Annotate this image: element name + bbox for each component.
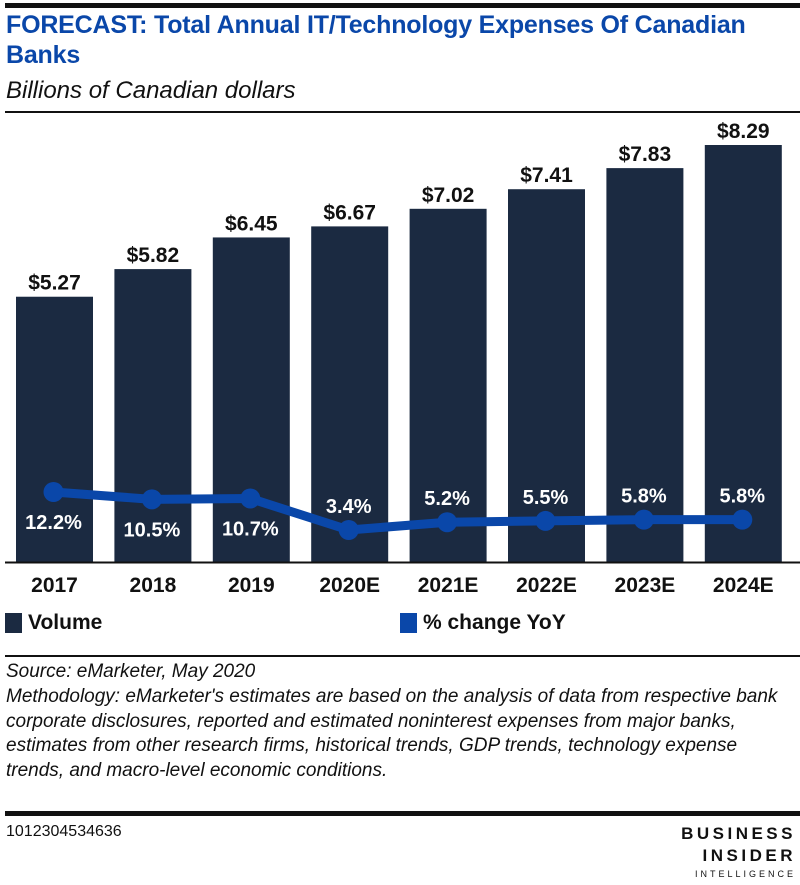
x-tick-label: 2018: [130, 574, 177, 597]
yoy-value-label: 5.2%: [424, 488, 470, 510]
yoy-line-layer: [43, 482, 753, 540]
yoy-value-label: 5.8%: [621, 486, 667, 508]
bar-2023E: [606, 168, 684, 562]
bar-value-label: $6.45: [225, 212, 278, 235]
subtitle-rule: [5, 111, 800, 113]
legend-swatch-yoy: [400, 613, 417, 633]
bar-2017: [16, 296, 93, 562]
yoy-point-2021E: [437, 512, 458, 533]
bar-2021E: [409, 208, 487, 562]
legend-label-volume: Volume: [28, 611, 103, 634]
bar-value-label: $7.83: [619, 143, 672, 166]
bar-value-label: $8.29: [717, 120, 770, 143]
bar-2024E: [704, 145, 782, 562]
bar-labels-layer: $5.27 $5.82 $6.45 $6.67 $7.02 $7.41 $7.83 $8.29: [28, 120, 769, 295]
x-tick-label: 2021E: [418, 574, 479, 597]
chart: $5.27 $5.82 $6.45 $6.67 $7.02 $7.41 $7.83 $8.29…: [5, 120, 800, 597]
footer-bottom-rule: [5, 811, 800, 816]
bar-value-label: $6.67: [323, 201, 376, 224]
yoy-line: [53, 487, 743, 535]
source-note: Source: eMarketer, May 2020: [6, 661, 256, 682]
x-tick-labels-layer: 2017 2018 2019 2020E 2021E 2022E 2023E 2024E: [31, 574, 774, 597]
x-tick-label: 2019: [228, 574, 275, 597]
x-tick-label: 2023E: [615, 574, 676, 597]
chart-title: FORECAST: Total Annual IT/Technology Exp…: [6, 11, 746, 69]
bar-2018: [114, 269, 192, 562]
yoy-point-2020E: [338, 520, 359, 540]
yoy-value-label: 3.4%: [326, 496, 372, 518]
legend-swatch-volume: [5, 613, 22, 633]
bar-value-label: $5.27: [28, 272, 81, 295]
footer-top-rule: [5, 655, 800, 657]
logo-line-1: BUSINESS: [681, 824, 796, 843]
yoy-value-label: 5.8%: [720, 486, 766, 508]
legend-yoy: % change YoY: [400, 611, 566, 635]
yoy-point-2018: [141, 489, 162, 510]
yoy-point-2019: [240, 488, 261, 509]
methodology-note: Methodology: eMarketer's estimates are b…: [6, 686, 778, 781]
logo-line-2: INSIDER: [702, 846, 796, 865]
bar-value-label: $7.41: [520, 164, 573, 187]
bar-2020E: [311, 226, 389, 562]
bar-2019: [212, 237, 290, 562]
x-tick-label: 2020E: [319, 574, 380, 597]
yoy-point-2023E: [633, 509, 654, 530]
x-tick-label: 2022E: [516, 574, 577, 597]
x-tick-label: 2017: [31, 574, 78, 597]
yoy-point-2022E: [535, 510, 556, 531]
bar-value-label: $7.02: [422, 184, 475, 207]
yoy-point-2024E: [732, 509, 753, 530]
yoy-value-label: 12.2%: [25, 512, 82, 534]
chart-id: 1012304534636: [6, 823, 122, 840]
yoy-labels-layer: 12.2% 10.5% 10.7% 3.4% 5.2% 5.5% 5.8% 5.8%: [25, 486, 765, 542]
bar-value-label: $5.82: [127, 244, 180, 267]
chart-subtitle: Billions of Canadian dollars: [6, 77, 296, 104]
yoy-point-2017: [43, 482, 64, 502]
yoy-value-label: 10.5%: [124, 519, 181, 541]
business-insider-intelligence-logo: BUSINESS INSIDER INTELLIGENCE: [681, 823, 796, 881]
bar-2022E: [508, 189, 585, 562]
legend-volume: Volume: [5, 611, 102, 635]
yoy-value-label: 5.5%: [523, 487, 569, 509]
logo-line-3: INTELLIGENCE: [694, 869, 796, 879]
legend-label-yoy: % change YoY: [423, 611, 566, 634]
yoy-value-label: 10.7%: [222, 518, 279, 540]
x-tick-label: 2024E: [713, 574, 774, 597]
top-rule: [5, 3, 800, 8]
